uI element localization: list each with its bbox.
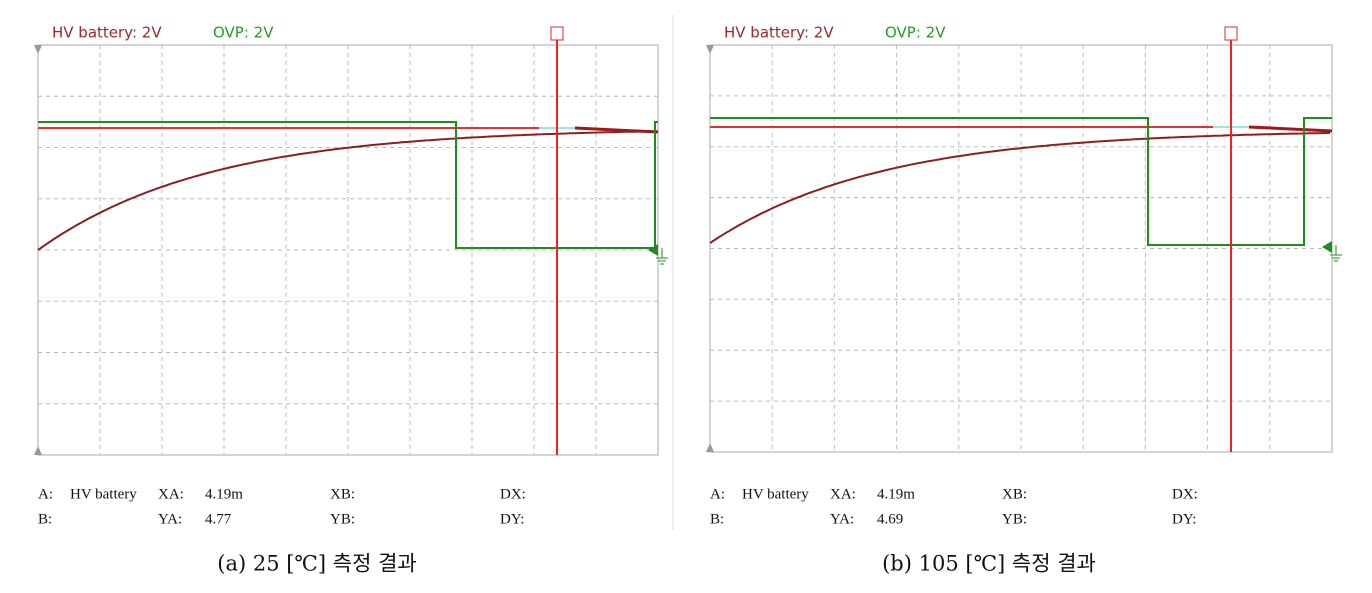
- readout-xa-value: 4.19m: [877, 486, 915, 502]
- readout-ya-value: 4.77: [205, 511, 232, 527]
- cursor-handle: [1224, 26, 1238, 41]
- readout-a-label: A:: [710, 486, 725, 502]
- channel-label: HV battery: 2V: [52, 24, 162, 42]
- readout-xb-label: XB:: [330, 486, 355, 502]
- caption: (a) 25 [℃] 측정 결과: [217, 552, 417, 576]
- cursor-handle: [550, 26, 564, 41]
- ovp-trace: [710, 117, 1332, 246]
- readout-yb-label: YB:: [330, 511, 355, 527]
- readout-a-label: A:: [38, 486, 53, 502]
- marker: [34, 446, 42, 455]
- readout-a-name: HV battery: [70, 486, 137, 502]
- readout-yb-label: YB:: [1002, 511, 1027, 527]
- marker: [706, 443, 714, 452]
- ground-marker: [1322, 241, 1332, 253]
- readout-b-label: B:: [38, 511, 52, 527]
- ground-symbol: [1330, 245, 1342, 262]
- scope-frame: [37, 44, 659, 456]
- readout-xa-value: 4.19m: [205, 486, 243, 502]
- readout-dx-label: DX:: [500, 486, 526, 502]
- readout-dx-label: DX:: [1172, 486, 1198, 502]
- battery-trace: [709, 131, 1331, 244]
- channel-label: HV battery: 2V: [724, 24, 834, 42]
- readout-ya-value: 4.69: [877, 511, 903, 527]
- readout-dy-label: DY:: [500, 511, 524, 527]
- red-trace: [1248, 125, 1333, 133]
- marker: [706, 45, 714, 54]
- ground-symbol: [656, 248, 668, 265]
- readout-b-label: B:: [710, 511, 724, 527]
- readout-ya-label: YA:: [158, 511, 182, 527]
- marker: [34, 45, 42, 54]
- ovp-trace: [38, 121, 658, 249]
- readout-xb-label: XB:: [1002, 486, 1027, 502]
- readout-dy-label: DY:: [1172, 511, 1196, 527]
- readout-a-name: HV battery: [742, 486, 809, 502]
- readout-ya-label: YA:: [830, 511, 854, 527]
- readout-xa-label: XA:: [158, 486, 184, 502]
- channel-label: OVP: 2V: [213, 24, 274, 42]
- ground-marker: [648, 244, 658, 256]
- battery-trace: [37, 130, 659, 251]
- channel-label: OVP: 2V: [885, 24, 946, 42]
- readout-xa-label: XA:: [830, 486, 856, 502]
- caption: (b) 105 [℃] 측정 결과: [882, 552, 1096, 576]
